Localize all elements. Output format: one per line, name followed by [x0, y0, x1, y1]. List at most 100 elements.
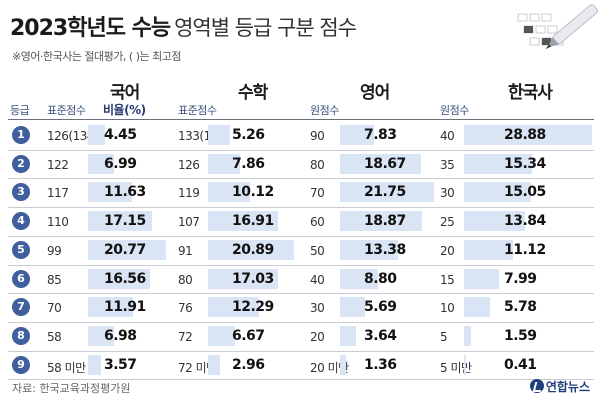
math-ratio-bar — [208, 354, 221, 375]
english-ratio-value: 18.67 — [364, 155, 406, 172]
english-score-cell: 70 — [310, 186, 325, 201]
grade-badge: 3 — [12, 183, 30, 202]
math-ratio-bar — [208, 268, 279, 289]
korean-ratio-bar — [88, 268, 151, 289]
english-score-cell: 90 — [310, 129, 325, 143]
korean-ratio-bar — [88, 153, 115, 174]
grade-badge: 6 — [12, 269, 30, 288]
english-ratio-bar — [340, 239, 398, 260]
korean-ratio-bar — [88, 125, 105, 145]
korean-score-cell: 70 — [47, 301, 62, 316]
korean-score-cell: 122 — [47, 157, 69, 172]
korean-ratio-value: 11.63 — [104, 184, 146, 201]
math-ratio-bar — [208, 153, 241, 174]
english-ratio-value: 1.36 — [364, 356, 397, 373]
history-score-cell: 20 — [440, 243, 455, 258]
korean-ratio-value: 6.99 — [104, 155, 137, 172]
korean-ratio-bar — [88, 211, 153, 232]
history-score-cell: 5 — [440, 329, 448, 344]
english-ratio-value: 7.83 — [364, 127, 397, 143]
english-ratio-value: 8.80 — [364, 270, 397, 287]
history-ratio-bar — [464, 239, 514, 260]
korean-score-cell: 58 미만 — [47, 360, 86, 375]
history-score-cell: 10 — [440, 301, 455, 316]
row-divider — [8, 350, 594, 352]
english-ratio-bar — [340, 268, 379, 289]
history-ratio-value: 15.34 — [504, 155, 546, 172]
history-ratio-bar — [464, 297, 490, 318]
math-score-cell: 119 — [178, 186, 200, 201]
math-score-header: 표준점수 — [178, 104, 217, 117]
english-score-cell: 60 — [310, 215, 325, 230]
math-ratio-value: 10.12 — [232, 184, 274, 201]
korean-ratio-value: 11.91 — [104, 299, 146, 316]
history-score-cell: 5 미만 — [440, 360, 472, 375]
grade-badge: 8 — [12, 326, 30, 345]
english-ratio-value: 13.38 — [364, 241, 406, 258]
history-ratio-value: 0.41 — [504, 356, 537, 373]
history-score-cell: 15 — [440, 272, 455, 287]
english-ratio-bar — [340, 211, 422, 232]
history-score-cell: 25 — [440, 215, 455, 230]
math-ratio-value: 7.86 — [232, 155, 265, 172]
math-score-cell: 72 — [178, 329, 193, 344]
row-divider — [8, 293, 594, 295]
english-score-cell: 50 — [310, 243, 325, 258]
math-ratio-value: 2.96 — [232, 356, 265, 373]
korean-ratio-value: 16.56 — [104, 270, 146, 287]
history-ratio-value: 13.84 — [504, 213, 546, 230]
english-ratio-value: 18.87 — [364, 213, 406, 230]
korean-ratio-value: 3.57 — [104, 356, 137, 373]
history-score-cell: 35 — [440, 157, 455, 172]
history-ratio-value: 28.88 — [504, 127, 546, 143]
korean-ratio-value: 4.45 — [104, 127, 137, 143]
history-ratio-bar — [464, 182, 531, 203]
english-score-cell: 20 미만 — [310, 360, 349, 375]
grade-badge: 7 — [12, 298, 30, 317]
english-ratio-value: 3.64 — [364, 327, 397, 344]
korean-ratio-value: 17.15 — [104, 213, 146, 230]
publisher-logo: 연합뉴스 — [529, 378, 590, 395]
english-ratio-bar — [340, 354, 346, 375]
pen-illustration — [517, 4, 598, 50]
english-score-cell: 30 — [310, 301, 325, 316]
source-note: 자료: 한국교육과정평가원 — [12, 382, 131, 395]
math-score-cell: 107 — [178, 215, 200, 230]
subject-korean: 국어 — [110, 83, 140, 103]
math-score-cell: 91 — [178, 243, 193, 258]
subject-english: 영어 — [360, 83, 390, 103]
korean-ratio-bar — [88, 182, 132, 203]
history-ratio-value: 1.59 — [504, 327, 537, 344]
korean-score-header: 표준점수 — [47, 104, 86, 117]
page-title: 2023학년도 수능 영역별 등급 구분 점수 — [10, 10, 357, 42]
subject-math: 수학 — [238, 83, 268, 103]
row-divider — [8, 379, 594, 381]
history-ratio-bar — [464, 153, 532, 174]
history-ratio-bar — [464, 211, 526, 232]
history-score-header: 원점수 — [440, 104, 469, 117]
grade-badge: 2 — [12, 154, 30, 173]
grade-badge: 5 — [12, 240, 30, 259]
korean-ratio-header: 비율(%) — [103, 103, 146, 117]
history-ratio-bar — [464, 325, 472, 346]
english-ratio-bar — [340, 325, 356, 346]
math-ratio-value: 12.29 — [232, 299, 274, 316]
math-ratio-bar — [208, 239, 294, 260]
math-ratio-bar — [208, 297, 259, 318]
grade-badge: 4 — [12, 212, 30, 231]
math-ratio-value: 16.91 — [232, 213, 274, 230]
row-divider — [8, 321, 594, 323]
note: ※영어·한국사는 절대평가, ( )는 최고점 — [12, 50, 181, 63]
math-score-cell: 126 — [178, 157, 200, 172]
english-ratio-value: 21.75 — [364, 184, 406, 201]
math-ratio-value: 20.89 — [232, 241, 274, 258]
history-ratio-value: 11.12 — [504, 241, 546, 258]
korean-score-cell: 126(134) — [47, 129, 99, 143]
korean-ratio-bar — [88, 239, 166, 260]
grade-badge: 1 — [12, 126, 30, 144]
english-ratio-bar — [340, 125, 374, 145]
english-score-cell: 20 — [310, 329, 325, 344]
history-score-cell: 40 — [440, 129, 455, 143]
subject-history: 한국사 — [508, 83, 553, 103]
history-ratio-value: 7.99 — [504, 270, 537, 287]
